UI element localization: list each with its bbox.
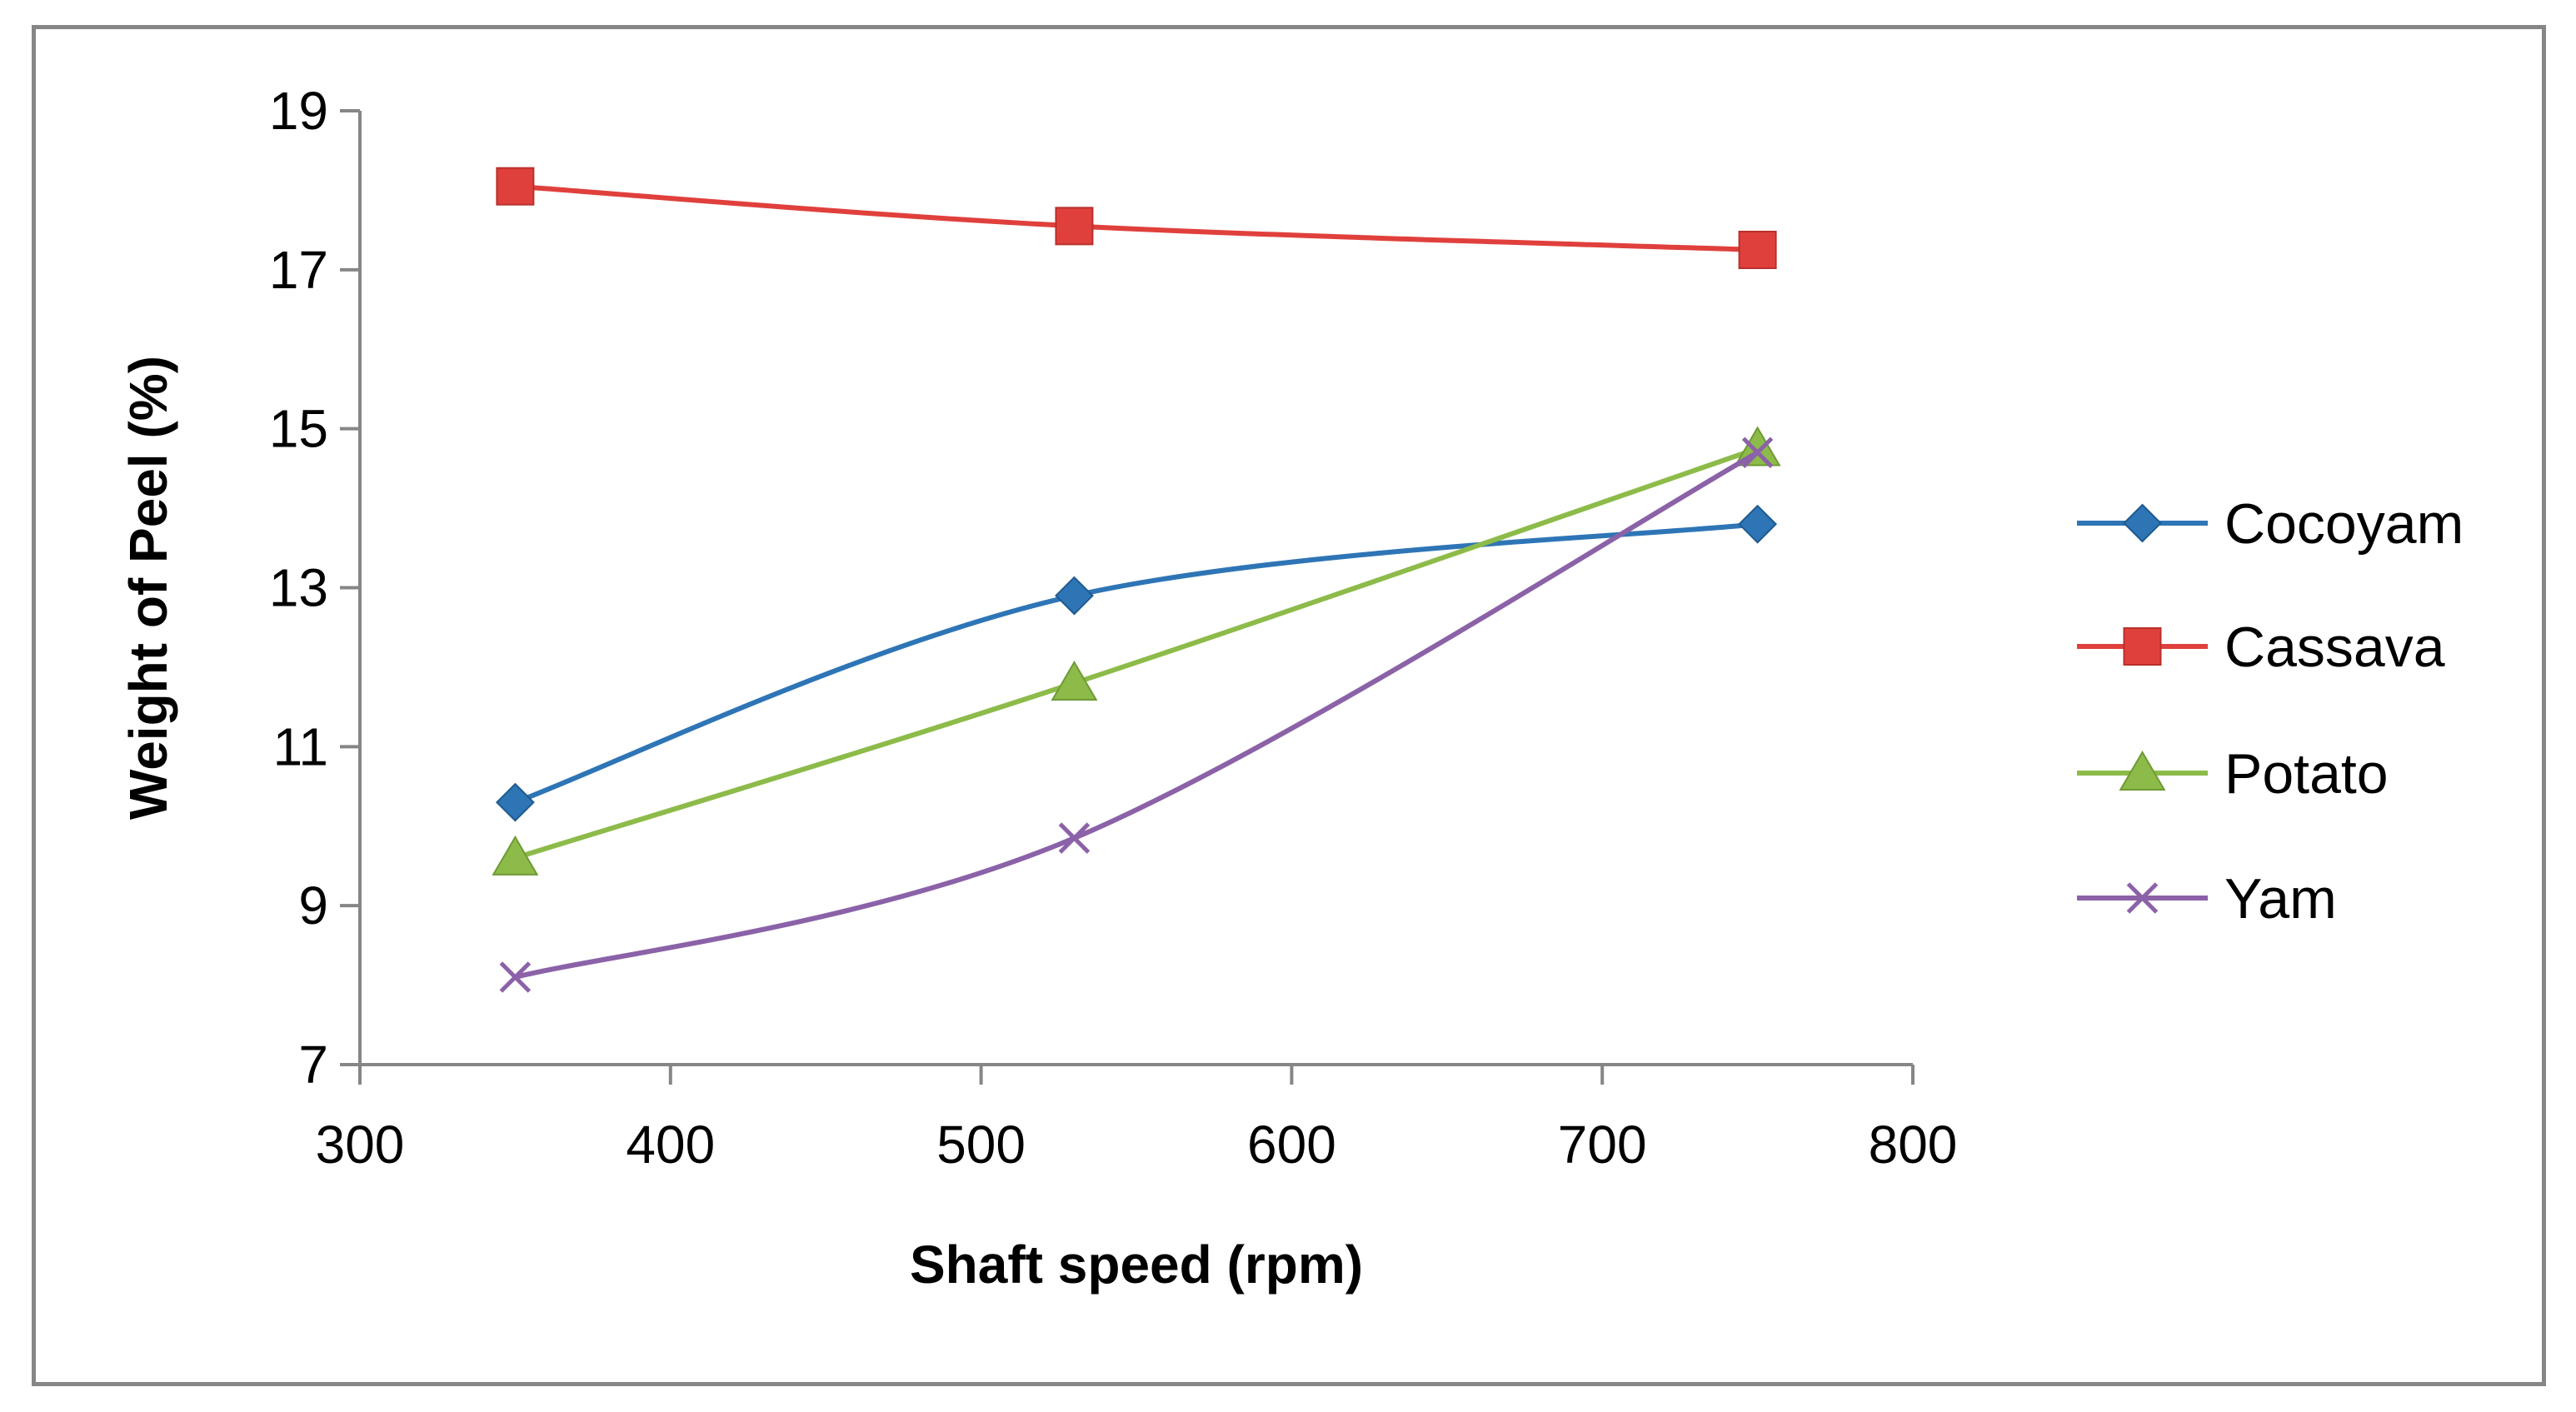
legend: Cocoyam Cassava Potato Yam — [2077, 492, 2464, 931]
x-tick-label: 500 — [936, 1115, 1026, 1175]
x-tick-label: 800 — [1869, 1115, 1958, 1175]
y-tick-label: 9 — [298, 876, 328, 936]
legend-marker-potato — [2119, 751, 2166, 791]
series-line-potato — [512, 446, 1760, 861]
y-axis-title: Weight of Peel (%) — [118, 356, 178, 820]
legend-entry-cocoyam: Cocoyam — [2077, 492, 2464, 556]
y-tick-label: 17 — [269, 240, 328, 300]
series-line-yam — [512, 450, 1760, 980]
y-tick-label: 15 — [269, 399, 328, 459]
legend-label-potato: Potato — [2224, 742, 2389, 806]
x-tick-label: 400 — [626, 1115, 715, 1175]
series-cocoyam — [495, 504, 1778, 822]
data-point-yam — [499, 961, 532, 993]
series-potato — [492, 426, 1781, 876]
legend-entry-potato: Potato — [2077, 742, 2389, 806]
legend-marker-cassava — [2123, 627, 2162, 666]
x-tick-label: 300 — [316, 1115, 405, 1175]
data-point-cocoyam — [1055, 576, 1094, 616]
data-point-potato — [1051, 661, 1098, 701]
series-cassava — [496, 167, 1777, 269]
x-tick-label: 700 — [1558, 1115, 1647, 1175]
legend-label-cocoyam: Cocoyam — [2224, 492, 2464, 556]
data-point-cassava — [496, 167, 535, 206]
axes: 7 9 11 13 15 17 19 300 400 500 600 700 800 Shaft spee… — [118, 81, 1957, 1295]
marker-stroke — [1741, 437, 1774, 469]
y-tick-label: 7 — [298, 1035, 328, 1095]
x-tick-label: 600 — [1247, 1115, 1336, 1175]
y-tick-label: 13 — [269, 558, 328, 618]
y-tick-label: 19 — [269, 81, 328, 141]
series-line-cassava — [512, 183, 1760, 252]
legend-label-yam: Yam — [2224, 867, 2337, 931]
data-point-cassava — [1738, 230, 1777, 269]
legend-marker-cocoyam — [2123, 503, 2162, 543]
data-point-potato — [1734, 426, 1781, 467]
data-point-yam — [1058, 822, 1091, 854]
legend-marker-yam — [2126, 882, 2159, 914]
data-point-cocoyam — [1738, 504, 1778, 544]
legend-entry-cassava: Cassava — [2077, 616, 2445, 679]
marker-stroke — [499, 961, 532, 993]
marker-stroke — [2126, 882, 2159, 914]
data-point-cocoyam — [495, 782, 535, 822]
series-lines — [492, 167, 1781, 993]
data-point-cassava — [1055, 207, 1094, 246]
y-tick-label: 11 — [273, 716, 328, 776]
legend-entry-yam: Yam — [2077, 867, 2337, 931]
data-point-yam — [1741, 437, 1774, 469]
data-point-potato — [492, 835, 539, 876]
chart-frame — [32, 25, 2546, 1386]
series-yam — [499, 437, 1774, 993]
legend-label-cassava: Cassava — [2224, 616, 2445, 679]
marker-stroke — [1058, 822, 1091, 854]
x-axis-title: Shaft speed (rpm) — [910, 1235, 1363, 1295]
